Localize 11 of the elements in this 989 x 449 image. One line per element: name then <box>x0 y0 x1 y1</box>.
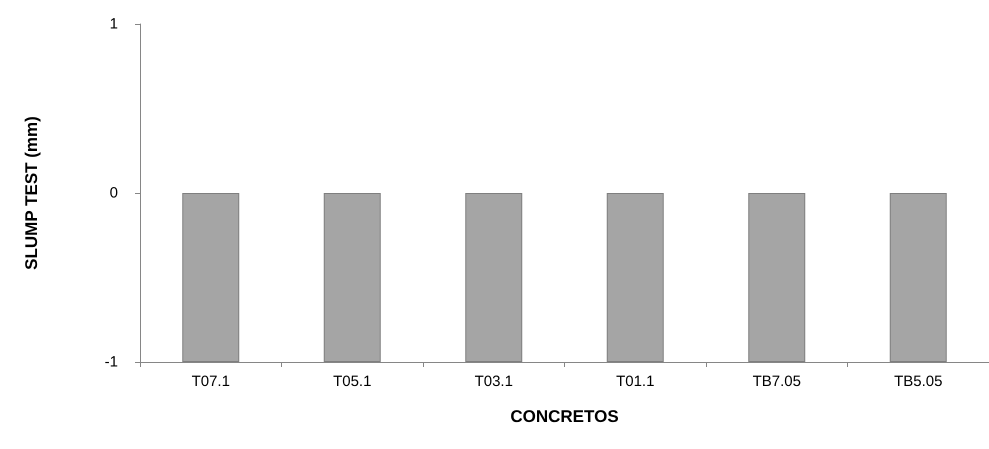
x-tick-label: TB5.05 <box>894 373 942 390</box>
y-tick-label: 1 <box>110 16 118 32</box>
x-tick-label: T05.1 <box>333 373 372 390</box>
y-tick-label: -1 <box>104 354 118 370</box>
x-tick-label: T07.1 <box>192 373 230 390</box>
x-axis-title: CONCRETOS <box>510 407 619 426</box>
x-tick-label: TB7.05 <box>752 373 801 390</box>
x-tick-label: T01.1 <box>616 373 654 390</box>
y-tick-label: 0 <box>110 184 118 202</box>
y-axis-title: SLUMP TEST (mm) <box>22 116 41 270</box>
x-tick-label: T03.1 <box>474 373 513 390</box>
